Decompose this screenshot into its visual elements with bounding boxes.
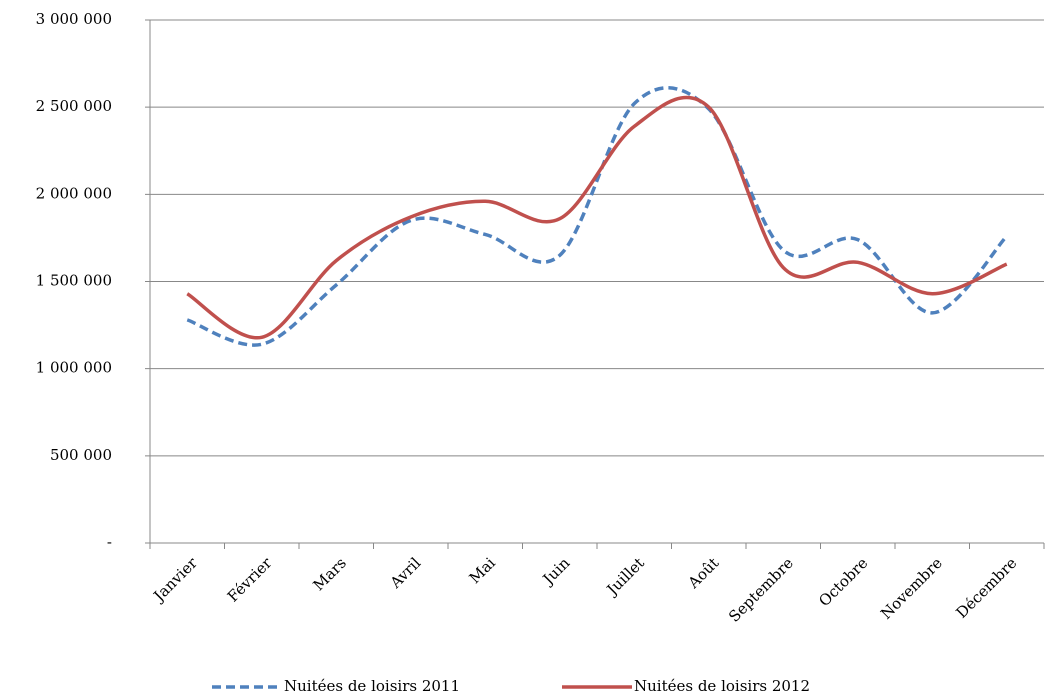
x-tick-label: Juin — [538, 554, 574, 590]
x-tick-label: Septembre — [725, 554, 797, 626]
legend-label: Nuitées de loisirs 2011 — [284, 677, 460, 695]
x-tick-label: Novembre — [877, 554, 946, 623]
x-tick-label: Avril — [386, 554, 425, 593]
y-tick-label: 1 500 000 — [36, 272, 112, 290]
y-tick-label: 3 000 000 — [36, 10, 112, 28]
y-tick-label: 500 000 — [50, 446, 112, 464]
x-tick-label: Janvier — [149, 553, 202, 606]
x-tick-label: Décembre — [952, 554, 1020, 622]
x-tick-label: Août — [684, 554, 723, 593]
y-tick-label: - — [107, 533, 112, 551]
x-tick-label: Juillet — [602, 554, 648, 600]
series-line — [186, 95, 1008, 340]
x-tick-label: Mai — [466, 554, 499, 587]
y-tick-label: 2 000 000 — [36, 184, 112, 202]
x-tick-label: Mars — [309, 554, 349, 594]
x-tick-label: Octobre — [815, 554, 871, 610]
y-tick-label: 2 500 000 — [36, 97, 112, 115]
y-tick-label: 1 000 000 — [36, 359, 112, 377]
legend-label: Nuitées de loisirs 2012 — [634, 677, 810, 695]
series-line — [186, 86, 1009, 347]
x-tick-label: Février — [224, 553, 276, 605]
